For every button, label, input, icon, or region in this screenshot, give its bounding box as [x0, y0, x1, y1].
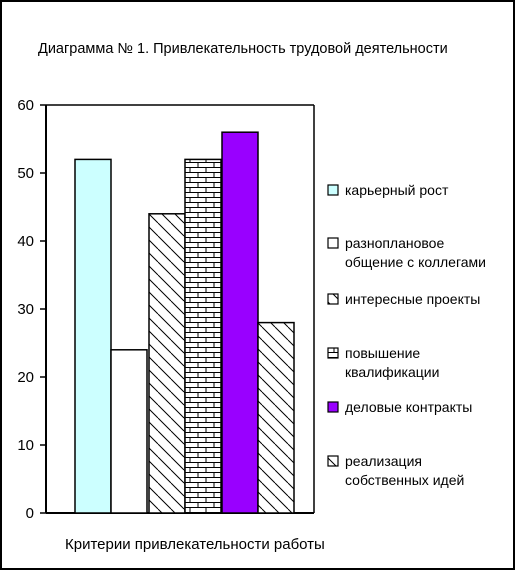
y-tick-label: 10: [17, 437, 34, 454]
legend-label-line: разноплановое: [345, 235, 444, 251]
x-axis-label: Критерии привлекательности работы: [65, 536, 325, 553]
legend-swatch-3: [327, 293, 339, 305]
bars: [74, 131, 295, 514]
legend-label-line: повышение: [345, 345, 420, 361]
legend-label-line: реализация: [345, 453, 422, 469]
bar-2: [110, 349, 148, 514]
y-tick-label: 60: [17, 97, 34, 114]
bar-4: [184, 158, 222, 514]
legend-label-1: карьерный рост: [345, 182, 449, 198]
bar-3: [148, 213, 186, 514]
bar-6: [257, 321, 295, 514]
y-tick-label: 0: [26, 505, 34, 522]
legend-label-3: интересные проекты: [345, 291, 480, 307]
y-tick-label: 30: [17, 301, 34, 318]
legend-swatch-2: [327, 237, 339, 249]
legend-label-line: квалификации: [345, 364, 439, 380]
y-tick-label: 20: [17, 369, 34, 386]
legend-label-5: деловые контракты: [345, 399, 472, 415]
legend-label-line: интересные проекты: [345, 291, 480, 307]
legend-label-line: карьерный рост: [345, 182, 449, 198]
chart-title: Диаграмма № 1. Привлекательность трудово…: [38, 41, 448, 57]
y-axis: 0 10 20 30 40 50 60: [17, 97, 315, 522]
legend-swatch-1: [327, 184, 339, 196]
legend-swatch-5: [327, 401, 339, 413]
legend-label-line: общение с коллегами: [345, 254, 486, 270]
legend-swatch-6: [327, 455, 339, 467]
legend-label-6: реализация собственных идей: [345, 453, 464, 488]
y-tick-label: 40: [17, 233, 34, 250]
bar-1: [74, 158, 112, 514]
legend-label-2: разноплановое общение с коллегами: [345, 235, 486, 270]
legend: карьерный рост разноплановое общение с кол…: [327, 182, 486, 488]
legend-label-4: повышение квалификации: [345, 345, 439, 380]
legend-label-line: деловые контракты: [345, 399, 472, 415]
y-tick-label: 50: [17, 165, 34, 182]
bar-5: [221, 131, 259, 514]
legend-swatch-4: [327, 347, 339, 359]
legend-label-line: собственных идей: [345, 472, 464, 488]
